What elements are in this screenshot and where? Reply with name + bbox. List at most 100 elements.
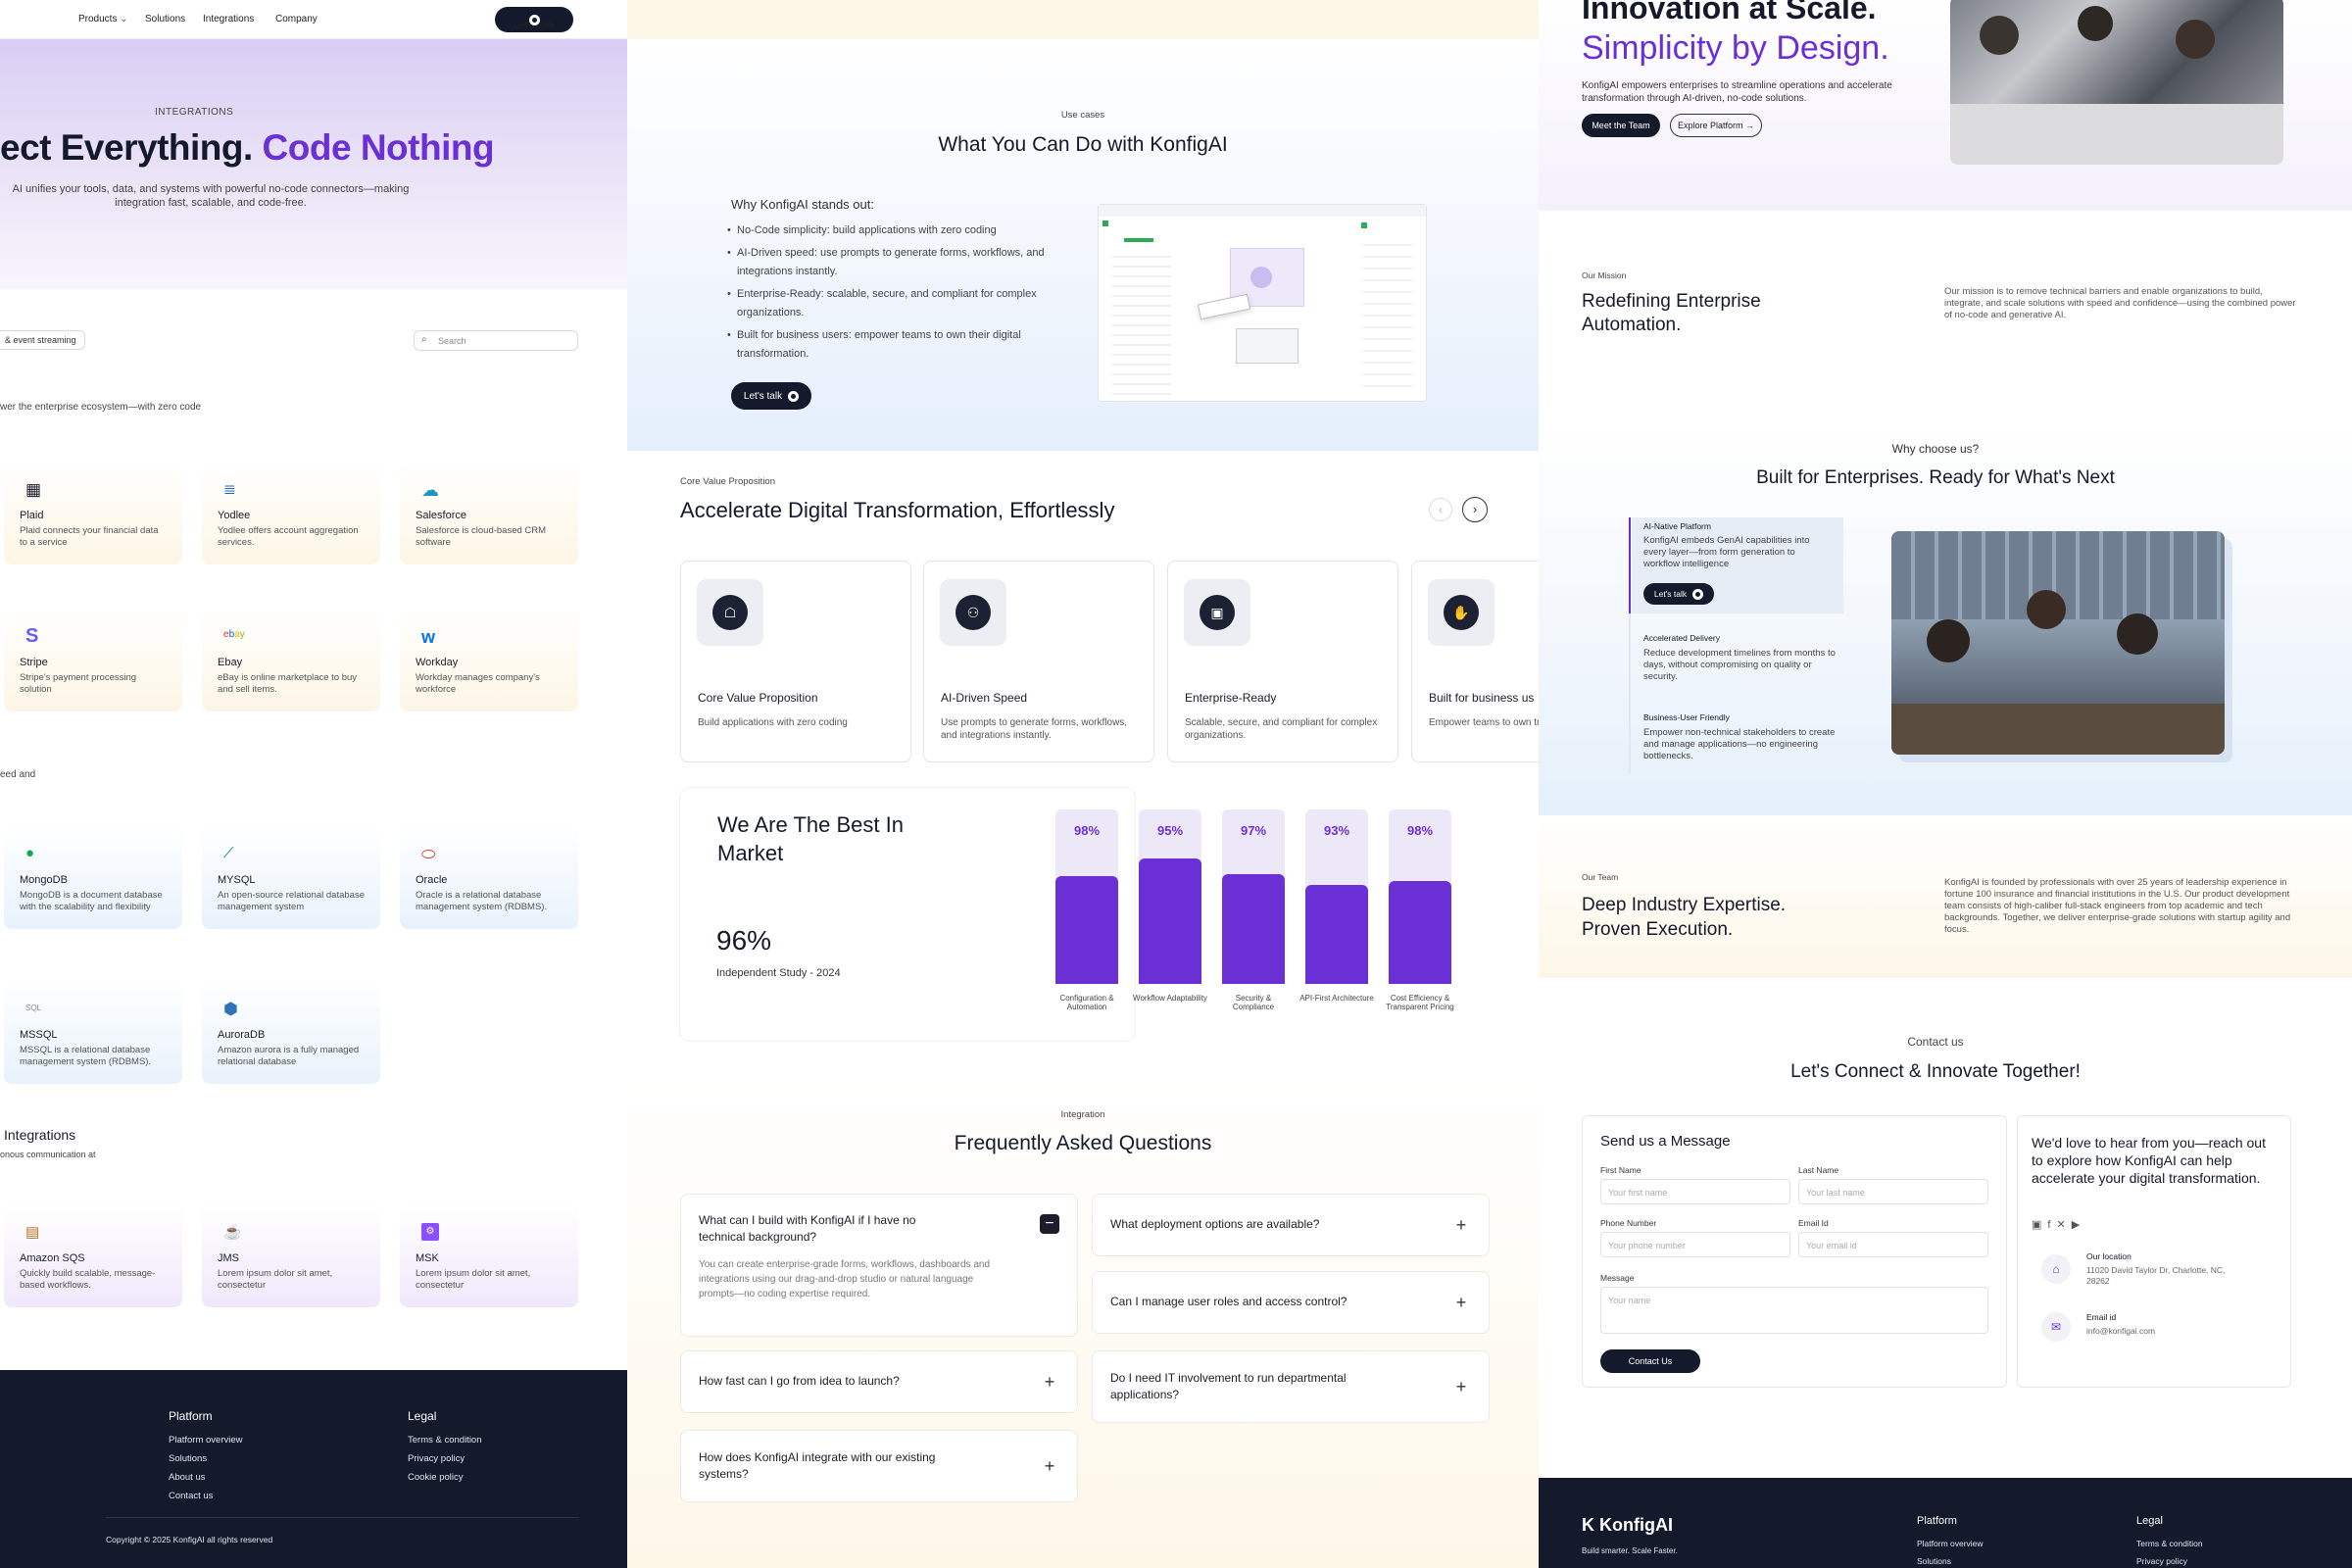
chart-bar: 98% [1055, 809, 1118, 984]
workday-logo-icon: w [421, 627, 436, 647]
footer-link-contact[interactable]: Contact us [169, 1491, 214, 1501]
carousel-next-button[interactable]: › [1462, 497, 1488, 522]
integration-card-mssql[interactable]: SQL MSSQL MSSQL is a relational database… [4, 980, 182, 1084]
feature-active[interactable]: AI-Native Platform KonfigAI embeds GenAI… [1632, 517, 1843, 613]
integration-card-plaid[interactable]: ▦ Plaid Plaid connects your financial da… [4, 461, 182, 564]
value-card[interactable]: ⚇ AI-Driven Speed Use prompts to generat… [923, 561, 1154, 762]
chart-bar: 97% [1222, 809, 1285, 984]
faq-item[interactable]: Do I need IT involvement to run departme… [1092, 1350, 1490, 1423]
mission-title: Redefining Enterprise Automation. [1582, 291, 1761, 335]
faq-item-expanded[interactable]: What can I build with KonfigAI if I have… [680, 1194, 1078, 1337]
integration-card-mongodb[interactable]: ● MongoDB MongoDB is a document database… [4, 825, 182, 929]
nav-products[interactable]: Products ⌄ [78, 14, 128, 24]
footer-link-privacy[interactable]: Privacy policy [408, 1453, 466, 1464]
integration-card-stripe[interactable]: S Stripe Stripe's payment processing sol… [4, 608, 182, 711]
footer-link-about[interactable]: About us [169, 1472, 206, 1483]
integration-card-oracle[interactable]: ⬭ Oracle Oracle is a relational database… [400, 825, 578, 929]
value-card[interactable]: ▣ Enterprise-Ready Scalable, secure, and… [1167, 561, 1398, 762]
x-icon[interactable]: ✕ [2056, 1219, 2072, 1231]
youtube-icon[interactable]: ▶ [2071, 1219, 2086, 1231]
linkedin-icon[interactable]: ▣ [2032, 1219, 2048, 1231]
email-info-label: Email id [2086, 1312, 2117, 1322]
feature-title: Accelerated Delivery [1643, 633, 1720, 643]
search-input[interactable]: Search [438, 336, 466, 346]
mssql-logo-icon: SQL [25, 1004, 42, 1012]
plus-icon[interactable]: + [1455, 1293, 1467, 1312]
explore-platform-button[interactable]: Explore Platform → [1670, 114, 1762, 137]
mockup-panel [1236, 328, 1298, 364]
handshake-icon: ✋ [1444, 595, 1479, 630]
search-box[interactable]: ⌕ Search [414, 330, 578, 351]
nav-company[interactable]: Company [275, 14, 318, 24]
feature-desc: Reduce development timelines from months… [1643, 648, 1836, 682]
contact-submit-button[interactable]: Contact Us [1600, 1349, 1700, 1373]
form-title: Send us a Message [1600, 1133, 1731, 1150]
top-nav: Products ⌄ Solutions Integrations Compan… [0, 0, 627, 39]
faq-item[interactable]: What deployment options are available? + [1092, 1194, 1490, 1256]
plus-icon[interactable]: + [1455, 1377, 1467, 1396]
last-name-input[interactable]: Your last name [1798, 1179, 1988, 1204]
nav-solutions[interactable]: Solutions [145, 14, 186, 24]
integration-card-salesforce[interactable]: ☁ Salesforce Salesforce is cloud-based C… [400, 461, 578, 564]
integration-card-msk[interactable]: ⚙ MSK Lorem ipsum dolor sit amet, consec… [400, 1203, 578, 1307]
lets-talk-button[interactable]: Let's talk [731, 382, 811, 410]
integration-card-workday[interactable]: w Workday Workday manages company's work… [400, 608, 578, 711]
meet-team-button[interactable]: Meet the Team [1582, 114, 1660, 137]
oracle-logo-icon: ⬭ [421, 845, 436, 863]
footer-link-platform-overview[interactable]: Platform overview [169, 1435, 243, 1446]
chart-bar: 93% [1305, 809, 1368, 984]
carousel-prev-button[interactable]: ‹ [1429, 498, 1452, 521]
email-label: Email Id [1798, 1218, 1829, 1228]
footer-link-solutions[interactable]: Solutions [169, 1453, 208, 1464]
faq-item[interactable]: How fast can I go from idea to launch? + [680, 1350, 1078, 1413]
integration-card-auroradb[interactable]: ⬢ AuroraDB Amazon aurora is a fully mana… [202, 980, 380, 1084]
filter-chip-event-streaming[interactable]: & event streaming [0, 330, 85, 350]
footer-link-terms[interactable]: Terms & condition [2136, 1539, 2203, 1548]
plus-icon[interactable]: + [1044, 1372, 1055, 1392]
chart-category-label: Security & Compliance [1232, 994, 1275, 1011]
footer: K KonfigAI Build smarter. Scale Faster. … [1539, 1478, 2352, 1568]
integration-card-jms[interactable]: ☕ JMS Lorem ipsum dolor sit amet, consec… [202, 1203, 380, 1307]
plaid-logo-icon: ▦ [25, 480, 42, 499]
integration-card-amazon-sqs[interactable]: ▤ Amazon SQS Quickly build scalable, mes… [4, 1203, 182, 1307]
photo-person [2078, 6, 2113, 41]
phone-input[interactable]: Your phone number [1600, 1232, 1790, 1257]
app-builder-screenshot [1098, 204, 1427, 402]
footer-link-privacy[interactable]: Privacy policy [2136, 1556, 2187, 1566]
arrow-circle-icon [788, 390, 800, 402]
last-name-label: Last Name [1798, 1165, 1839, 1175]
footer-link-terms[interactable]: Terms & condition [408, 1435, 482, 1446]
mockup-properties [1363, 234, 1412, 391]
email-input[interactable]: Your email id [1798, 1232, 1988, 1257]
minus-icon[interactable]: − [1040, 1214, 1059, 1234]
faq-item[interactable]: Can I manage user roles and access contr… [1092, 1271, 1490, 1334]
integration-card-ebay[interactable]: ebay Ebay eBay is online marketplace to … [202, 608, 380, 711]
team-meeting-photo [1950, 0, 2283, 165]
value-card[interactable]: ✋ Built for business us Empower teams to… [1411, 561, 1539, 762]
mission-body: Our mission is to remove technical barri… [1944, 286, 2296, 320]
photo-person [2176, 20, 2215, 59]
plus-icon[interactable]: + [1455, 1215, 1467, 1235]
chart-bar-fill [1222, 874, 1285, 984]
faq-item[interactable]: How does KonfigAI integrate with our exi… [680, 1430, 1078, 1502]
footer-link-cookie[interactable]: Cookie policy [408, 1472, 464, 1483]
message-textarea[interactable]: Your name [1600, 1287, 1988, 1334]
plus-icon[interactable]: + [1044, 1456, 1055, 1476]
lets-talk-button[interactable]: Let's talk [1643, 583, 1714, 605]
nav-integrations[interactable]: Integrations [203, 14, 255, 24]
lets-talk-button[interactable]: Let's Talk [495, 7, 573, 32]
value-card[interactable]: ☖ Core Value Proposition Build applicati… [680, 561, 911, 762]
first-name-input[interactable]: Your first name [1600, 1179, 1790, 1204]
arrow-circle-icon [528, 14, 540, 25]
about-hero-sub: KonfigAI empowers enterprises to streaml… [1582, 80, 1892, 104]
integration-card-yodlee[interactable]: ≣ Yodlee Yodlee offers account aggregati… [202, 461, 380, 564]
facebook-icon[interactable]: f [2047, 1219, 2057, 1231]
faq-question: Can I manage user roles and access contr… [1110, 1295, 1348, 1308]
footer-link-platform-overview[interactable]: Platform overview [1917, 1539, 1984, 1548]
footer-link-solutions[interactable]: Solutions [1917, 1556, 1951, 1566]
photo-person [1980, 16, 2019, 55]
arrow-circle-icon [1692, 588, 1704, 600]
integration-card-mysql[interactable]: ⟋ MYSQL An open-source relational databa… [202, 825, 380, 929]
email-info-value[interactable]: info@konfigai.com [2086, 1326, 2156, 1336]
feature-timeline-active [1629, 517, 1631, 613]
